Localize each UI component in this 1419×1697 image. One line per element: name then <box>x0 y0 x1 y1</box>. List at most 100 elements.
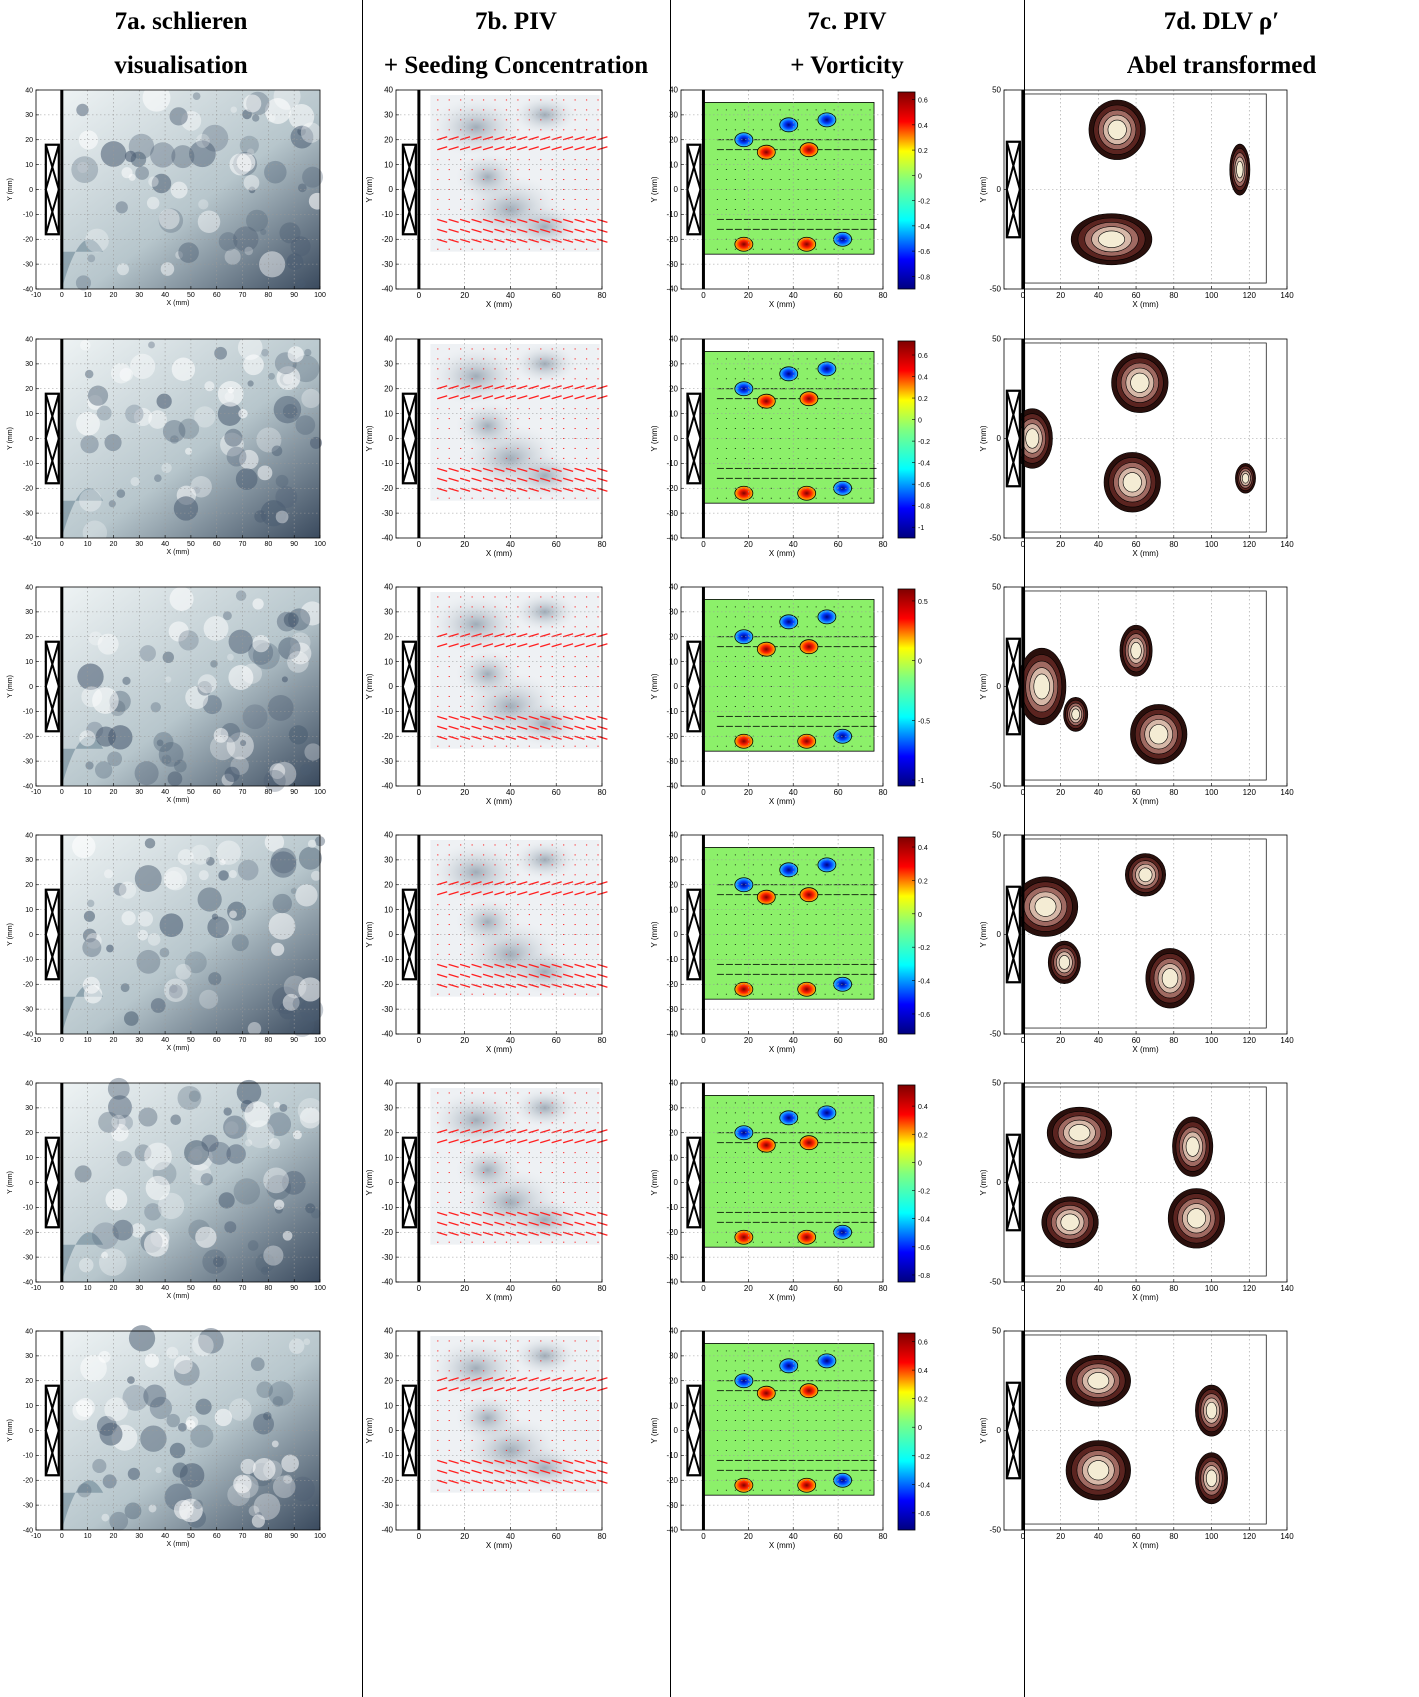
seeding-blob <box>430 842 522 903</box>
colorbar-tick-label: 0.2 <box>918 148 928 155</box>
velocity-vector <box>459 1221 471 1226</box>
velocity-vector <box>482 218 494 223</box>
schlieren-texture <box>175 251 183 259</box>
velocity-vector <box>551 715 562 720</box>
velocity-vector <box>597 983 608 988</box>
inner-frame <box>1024 1334 1267 1525</box>
y-tick-label: -30 <box>23 758 33 765</box>
velocity-vector <box>585 1377 597 1382</box>
x-tick-label: 80 <box>264 541 272 548</box>
x-tick-label: 90 <box>290 292 298 299</box>
velocity-vector <box>459 1211 471 1216</box>
x-tick-label: 20 <box>744 1036 753 1045</box>
colorbar-gradient <box>897 340 916 539</box>
y-tick-label: -40 <box>23 286 33 293</box>
colorbar-tick-label: 0.4 <box>918 123 928 130</box>
colorbar-tick-label: -0.2 <box>918 199 930 206</box>
seeding-blob <box>455 897 520 947</box>
x-tick-label: 60 <box>213 1037 221 1044</box>
x-tick-label: 120 <box>1243 1532 1257 1541</box>
velocity-vector <box>471 973 482 978</box>
velocity-vector <box>551 1469 562 1474</box>
velocity-vector <box>505 891 517 896</box>
velocity-vector <box>494 228 505 233</box>
y-tick-label: 10 <box>669 409 678 418</box>
density-contour <box>1087 1372 1110 1390</box>
nozzle-cross <box>686 144 702 235</box>
schlieren-texture <box>184 1140 209 1166</box>
nozzle-cross <box>401 889 417 980</box>
nozzle-cross <box>1005 390 1021 487</box>
colorbar-gradient <box>897 1332 916 1531</box>
velocity-vector <box>448 983 459 988</box>
schlieren-texture <box>75 1397 95 1417</box>
velocity-vector <box>562 1231 574 1236</box>
velocity-vector <box>540 1139 551 1144</box>
schlieren-texture <box>279 1103 288 1112</box>
velocity-vector <box>597 633 608 638</box>
x-tick-label: 40 <box>506 1036 515 1045</box>
y-axis-label: Y (mm) <box>365 425 374 451</box>
velocity-vector <box>505 385 517 390</box>
y-tick-label: 40 <box>384 1079 393 1088</box>
x-tick-label: 0 <box>417 540 422 549</box>
x-tick-label: 80 <box>1169 1532 1178 1541</box>
schlieren-texture <box>260 1266 270 1275</box>
y-tick-label: 0 <box>997 1426 1002 1435</box>
velocity-vector <box>551 467 562 472</box>
velocity-vector <box>437 385 448 390</box>
y-tick-label: 20 <box>384 880 393 889</box>
schlieren-texture <box>85 761 94 770</box>
colorbar-tick-label: -0.6 <box>918 1012 930 1019</box>
y-tick-label: 10 <box>384 409 393 418</box>
velocity-vector <box>459 385 471 390</box>
vortex-patch <box>797 733 817 749</box>
velocity-vector <box>574 228 585 233</box>
x-tick-label: 40 <box>161 1285 169 1292</box>
schlieren-shadow <box>61 1480 104 1530</box>
velocity-vector <box>551 218 562 223</box>
schlieren-texture <box>300 122 322 143</box>
y-tick-label: 10 <box>384 160 393 169</box>
schlieren-texture <box>144 1142 172 1171</box>
seeding-blob <box>455 401 520 451</box>
velocity-vector <box>517 1221 528 1226</box>
panel-d: 0 20 40 60 80 100 120 140 -50 0 50 X (mm) Y (mm) <box>979 1327 1294 1550</box>
x-tick-label: 10 <box>84 541 92 548</box>
velocity-vector <box>551 228 562 233</box>
y-axis-label: Y (mm) <box>7 427 14 450</box>
x-tick-label: 0 <box>60 789 64 796</box>
colorbar-tick-label: -0.6 <box>918 249 930 256</box>
schlieren-texture <box>222 611 232 621</box>
velocity-vector <box>437 973 448 978</box>
x-tick-label: 90 <box>290 1037 298 1044</box>
velocity-vector <box>437 487 448 492</box>
schlieren-texture <box>111 1114 126 1130</box>
x-tick-label: 0 <box>701 1036 706 1045</box>
schlieren-texture <box>248 639 274 665</box>
y-tick-label: -50 <box>989 782 1001 791</box>
x-axis-label: X (mm) <box>1132 1045 1159 1054</box>
y-tick-label: 20 <box>25 1130 33 1137</box>
schlieren-texture <box>238 408 248 419</box>
y-tick-label: -10 <box>23 1205 33 1212</box>
schlieren-texture <box>203 615 229 641</box>
y-tick-label: -30 <box>23 1254 33 1261</box>
x-tick-label: 100 <box>314 1533 326 1540</box>
velocity-vector <box>471 1377 482 1382</box>
schlieren-texture <box>247 380 254 387</box>
schlieren-texture <box>231 934 249 952</box>
schlieren-texture <box>99 1422 123 1446</box>
velocity-vector <box>517 477 528 482</box>
y-tick-label: -10 <box>381 210 393 219</box>
schlieren-texture <box>281 1454 299 1473</box>
velocity-vector <box>482 487 494 492</box>
schlieren-texture <box>226 732 254 760</box>
velocity-vector <box>528 395 539 400</box>
schlieren-texture <box>267 694 294 721</box>
velocity-vector <box>551 633 562 638</box>
velocity-vector <box>597 136 608 141</box>
schlieren-texture <box>106 944 114 953</box>
